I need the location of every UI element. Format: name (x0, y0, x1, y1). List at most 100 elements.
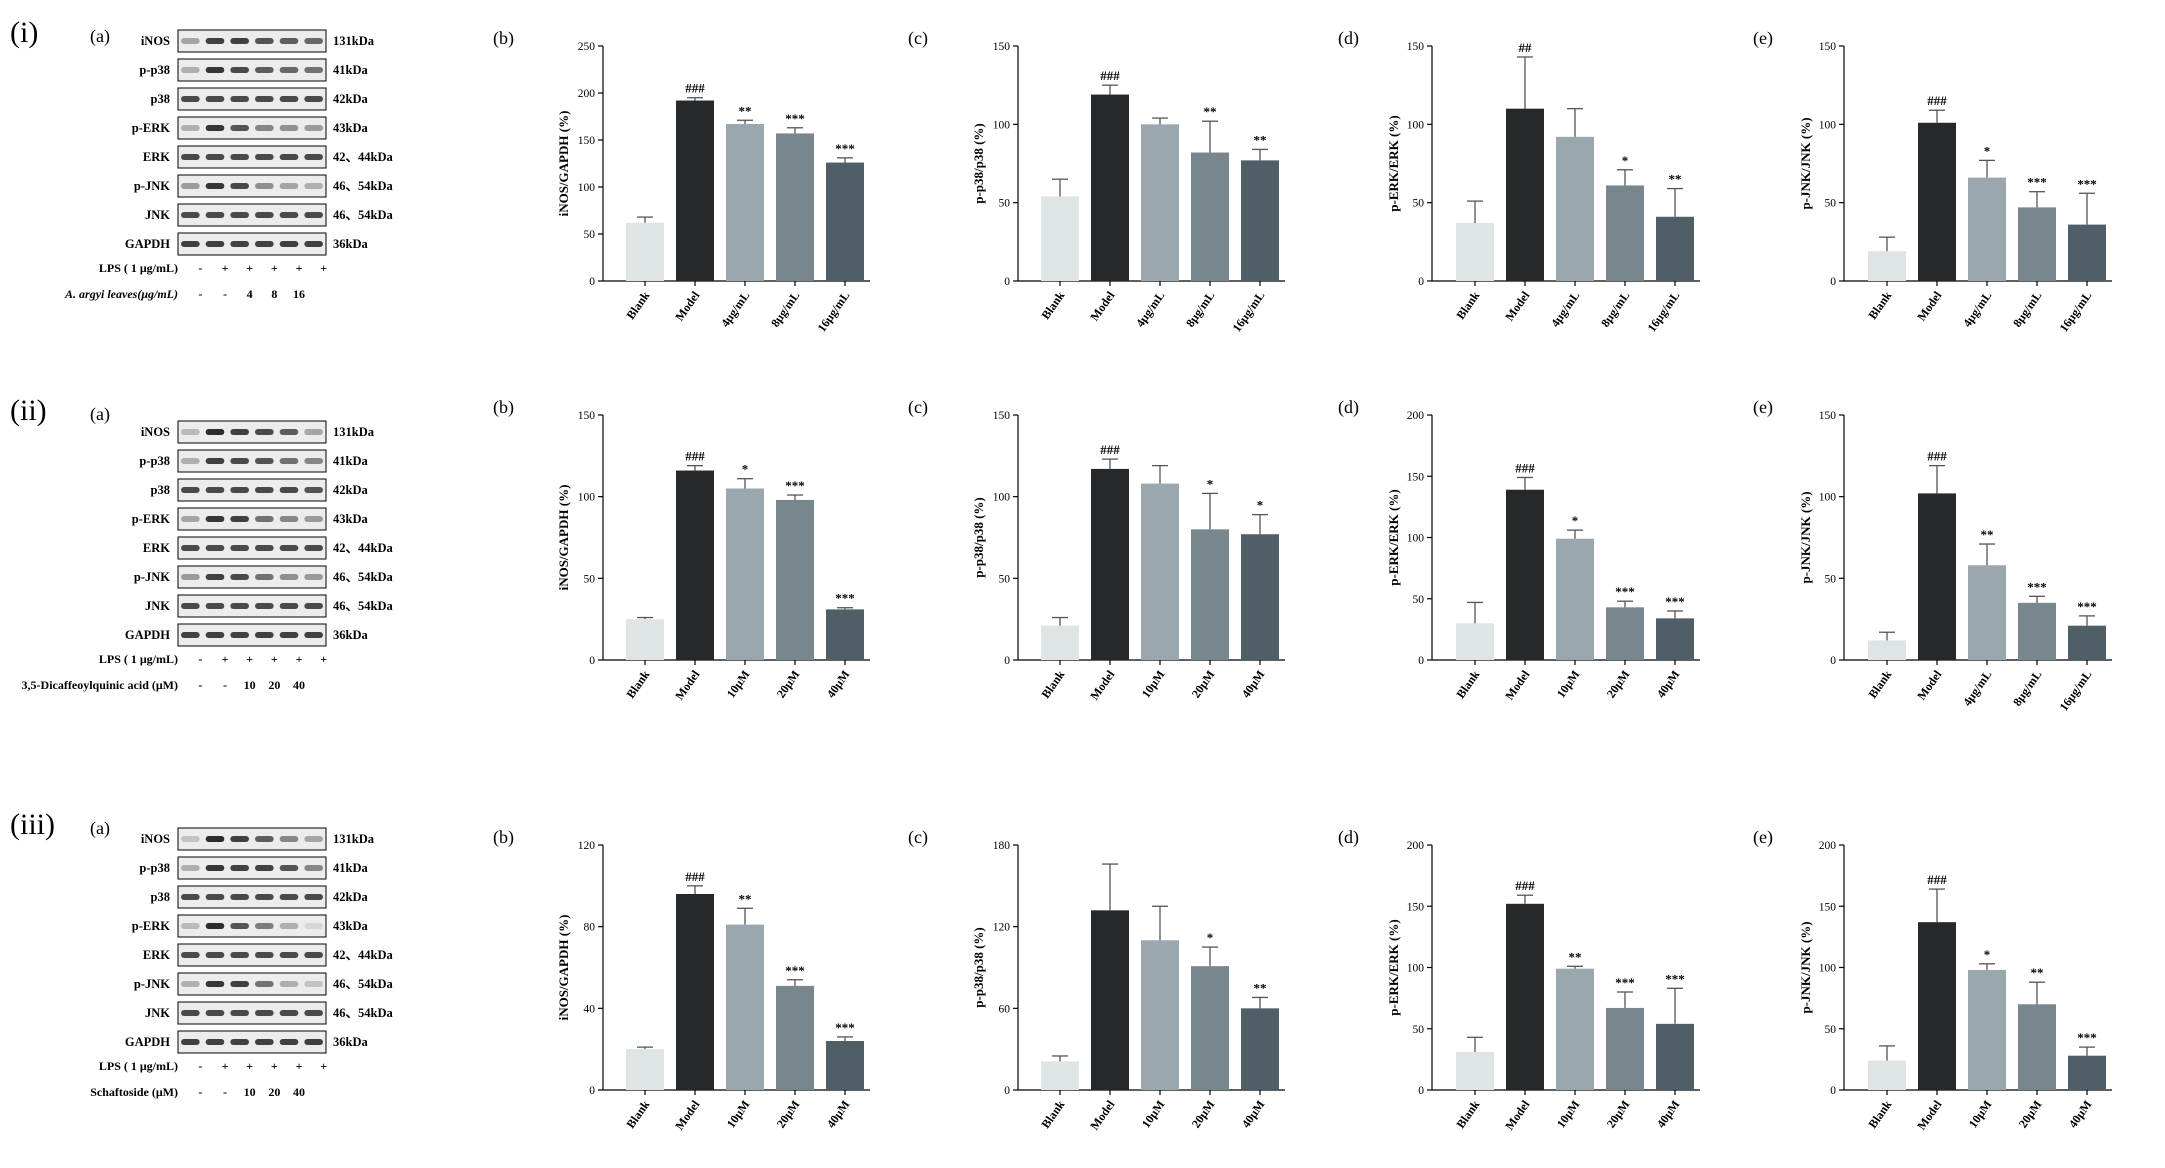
treatment-value: + (222, 652, 229, 666)
bar-chart-c: (c) 0 50 100 150 p-p38/p38 (%) Blank ### Model 4μ… (908, 28, 1285, 335)
bar (1556, 136, 1594, 281)
blot-strip (177, 420, 327, 444)
treatment-value: - (198, 678, 202, 692)
x-tick-label: Blank (623, 288, 652, 321)
blot-band (230, 38, 249, 44)
blot-band (255, 545, 274, 551)
blot-band (205, 1010, 225, 1016)
blot-band (255, 38, 274, 44)
y-tick-label: 0 (1004, 276, 1010, 288)
y-tick-label: 50 (1413, 198, 1425, 210)
bar-chart-e: (e) 0 50 100 150 p-JNK/JNK (%) Blank ### Model **… (1753, 397, 2112, 714)
blot-band (205, 1039, 225, 1045)
y-tick-label: 100 (578, 182, 596, 194)
protein-label: JNK (145, 599, 170, 613)
blot-band (205, 212, 225, 218)
blot-band (304, 183, 323, 189)
blot-band (279, 154, 299, 160)
significance-mark: * (1622, 153, 1629, 168)
bar (1506, 489, 1544, 660)
blot-band (181, 154, 200, 160)
blot-band (181, 38, 200, 44)
significance-mark: * (1572, 513, 1579, 528)
y-tick-label: 100 (993, 119, 1011, 131)
significance-mark: ### (1927, 449, 1947, 464)
treatment-value: + (271, 652, 278, 666)
blot-band (230, 894, 249, 900)
y-tick-label: 0 (1830, 655, 1836, 667)
kda-label: 41kDa (333, 454, 368, 468)
blot-band (205, 923, 225, 929)
y-axis-label: p-JNK/JNK (%) (1798, 117, 1813, 209)
blot-band (304, 241, 323, 247)
blot-strip (177, 449, 327, 473)
protein-label: p38 (151, 890, 170, 904)
panel-label: (b) (493, 827, 514, 848)
bar (1606, 1007, 1644, 1090)
x-tick-label: 8μg/mL (2010, 668, 2044, 709)
y-tick-label: 100 (1407, 533, 1425, 545)
y-tick-label: 100 (1407, 119, 1425, 131)
treatment-value: - (198, 1085, 202, 1099)
blot-band (304, 632, 323, 638)
kda-label: 42kDa (333, 890, 368, 904)
blot-band (230, 183, 249, 189)
bar (1191, 152, 1229, 281)
protein-label: p-JNK (134, 179, 170, 193)
blot-strip (177, 29, 327, 53)
x-tick-label: 4μg/mL (718, 289, 752, 330)
kda-label: 36kDa (333, 237, 368, 251)
blot-band (279, 241, 299, 247)
blot-band (255, 894, 274, 900)
x-tick-label: Model (1087, 1097, 1118, 1132)
y-axis-label: p-ERK/ERK (%) (1386, 115, 1401, 211)
protein-label: iNOS (141, 34, 170, 48)
significance-mark: *** (785, 478, 805, 493)
x-tick-label: Model (1502, 1097, 1533, 1132)
panel-label: (d) (1338, 397, 1359, 418)
y-axis-label: p-p38/p38 (%) (971, 123, 986, 204)
treatment-value: - (223, 678, 227, 692)
significance-mark: *** (2027, 579, 2047, 594)
x-tick-label: 4μg/mL (1548, 289, 1582, 330)
significance-mark: *** (785, 111, 805, 126)
significance-mark: * (1984, 947, 1991, 962)
bar (676, 894, 714, 1090)
x-tick-label: 10μM (724, 668, 753, 701)
x-tick-label: 20μM (774, 668, 803, 701)
blot-band (255, 183, 274, 189)
blot-strip (177, 174, 327, 198)
significance-mark: *** (835, 591, 855, 606)
significance-mark: ** (2031, 965, 2044, 980)
treatment-value: 40 (293, 1085, 305, 1099)
x-tick-label: Model (1914, 1097, 1945, 1132)
blot-band (230, 96, 249, 102)
western-blot: (a) iNOS 131kDa p-p38 41kDa p38 42kDa p-ERK 43kD… (90, 818, 393, 1099)
blot-band (304, 212, 323, 218)
blot-band (279, 981, 299, 987)
blot-band (304, 981, 323, 987)
protein-label: p-JNK (134, 570, 170, 584)
blot-band (279, 545, 299, 551)
blot-strip (177, 1030, 327, 1054)
x-tick-label: Blank (1453, 1097, 1482, 1130)
blot-band (255, 458, 274, 464)
panel-label: (d) (1338, 28, 1359, 49)
x-tick-label: Model (1087, 288, 1118, 323)
treatment-value: + (296, 1059, 303, 1073)
y-tick-label: 200 (1407, 840, 1425, 852)
y-tick-label: 0 (589, 655, 595, 667)
bar-chart-e: (e) 0 50 100 150 200 p-JNK/JNK (%) Blank ### Mode… (1753, 827, 2112, 1132)
bar (1918, 493, 1956, 660)
figure-row-2: (ii) (a) iNOS 131kDa p-p38 41kDa p38 42kDa p-ERK… (10, 394, 2112, 714)
blot-strip (177, 507, 327, 531)
treatment-value: + (320, 261, 327, 275)
x-tick-label: 8μg/mL (1183, 289, 1217, 330)
treatment-label: A. argyi leaves(μg/mL) (64, 287, 178, 301)
kda-label: 41kDa (333, 63, 368, 77)
blot-band (255, 429, 274, 435)
treatment-label: 3,5-Dicaffeoylquinic acid (μM) (22, 678, 178, 692)
bar-chart-c: (c) 0 60 120 180 p-p38/p38 (%) Blank Model 10μM *… (908, 827, 1285, 1132)
treatment-label: LPS ( 1 μg/mL) (99, 652, 178, 666)
significance-mark: ### (685, 81, 705, 96)
